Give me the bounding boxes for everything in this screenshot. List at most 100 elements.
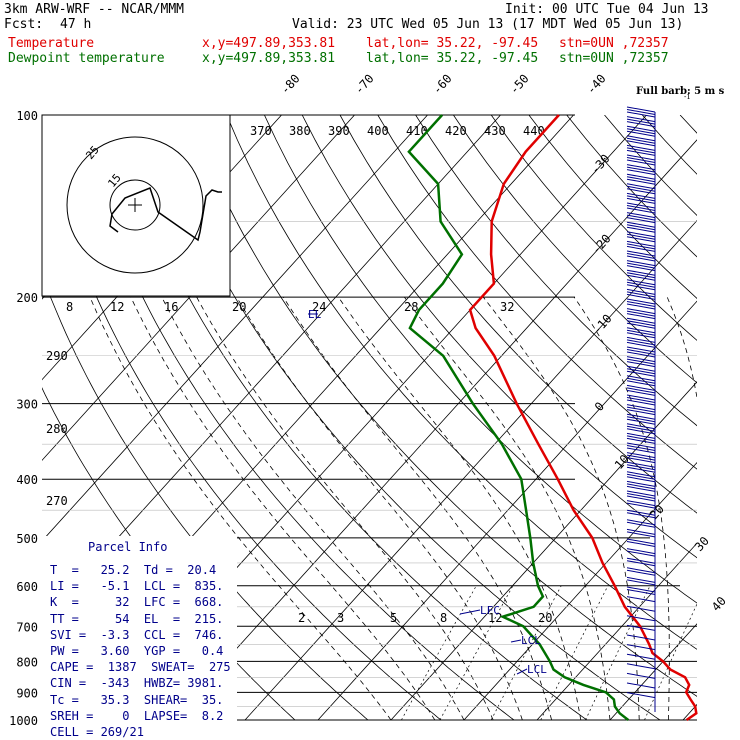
wind-barb-flag bbox=[626, 384, 656, 391]
model-title: 3km ARW-WRF -- NCAR/MMM bbox=[4, 2, 185, 17]
wind-barb-flag bbox=[626, 380, 656, 387]
wind-barb-flag bbox=[626, 672, 656, 679]
pressure-label: 1000 bbox=[9, 714, 38, 728]
profiles: LFC LCL LCL EL bbox=[308, 114, 698, 722]
wind-barb-flag bbox=[626, 394, 656, 401]
barb-legend-exponent: -1 bbox=[684, 93, 691, 101]
wind-barb-flag bbox=[626, 128, 656, 135]
wind-barb-flag bbox=[626, 368, 656, 375]
isotherm-label: -40 bbox=[584, 72, 609, 97]
dry-adiabat-line bbox=[718, 115, 740, 733]
wind-barb-flag bbox=[626, 466, 656, 473]
hodograph-speed-label: 12 bbox=[110, 300, 124, 314]
theta-label-left: 290 bbox=[46, 349, 68, 363]
wind-barb-flag bbox=[626, 370, 656, 377]
mixing-ratio-line bbox=[439, 585, 514, 720]
wind-barb-flag bbox=[626, 495, 656, 502]
wind-barb-flag bbox=[626, 178, 656, 185]
mixing-ratio-line bbox=[401, 585, 477, 720]
wind-barb-flag bbox=[626, 464, 656, 471]
wind-barb-flag bbox=[626, 634, 656, 641]
theta-label: 380 bbox=[289, 124, 311, 138]
pressure-label: 200 bbox=[16, 291, 38, 305]
wind-barb-flag bbox=[626, 217, 656, 224]
wind-barb-flag bbox=[626, 144, 656, 151]
dry-adiabat-line bbox=[339, 115, 697, 514]
mixing-ratio-line bbox=[585, 585, 651, 720]
dry-adiabat-line bbox=[642, 115, 697, 175]
parcel-box-bg bbox=[42, 536, 237, 722]
wind-barb-flag bbox=[626, 519, 656, 526]
wind-barb-flag bbox=[626, 245, 656, 252]
dew-latlon: lat,lon= 35.22, -97.45 bbox=[366, 51, 539, 66]
theta-label: 370 bbox=[250, 124, 272, 138]
dry-adiabat-line bbox=[415, 115, 697, 427]
moist-adiabat-line bbox=[236, 296, 523, 720]
wind-barb-flag bbox=[626, 214, 656, 221]
wind-barb-flag bbox=[626, 605, 656, 612]
parcel-row: CELL = 269/21 bbox=[50, 725, 144, 739]
wind-barb-flag bbox=[626, 224, 656, 231]
level-marker-tick bbox=[459, 609, 481, 615]
wind-barb-flag bbox=[626, 195, 656, 202]
wind-barb-flag bbox=[626, 322, 656, 329]
wind-barb-flag bbox=[626, 332, 656, 339]
wind-barb-flag bbox=[626, 202, 656, 209]
wind-barb-flag bbox=[626, 336, 656, 343]
isotherm-line bbox=[390, 381, 697, 720]
wind-barb-flag bbox=[626, 361, 656, 368]
mixing-ratio-label: 12 bbox=[488, 611, 502, 625]
wind-barb-flag bbox=[626, 262, 656, 269]
wind-barb-flag bbox=[626, 231, 656, 238]
wind-barb-flag bbox=[626, 521, 656, 528]
wind-barb-flag bbox=[626, 183, 656, 190]
wind-barb-flag bbox=[626, 349, 656, 355]
header: 3km ARW-WRF -- NCAR/MMM Init: 00 UTC Tue… bbox=[0, 0, 740, 70]
moist-adiabat-line bbox=[282, 296, 552, 720]
wind-barb-flag bbox=[626, 397, 656, 403]
wind-barb-flag bbox=[626, 416, 656, 423]
isotherm-label: -60 bbox=[430, 72, 455, 97]
parcel-row: CAPE = 1387 SWEAT= 275 bbox=[50, 660, 231, 675]
valid-time: Valid: 23 UTC Wed 05 Jun 13 (17 MDT Wed … bbox=[292, 17, 684, 32]
wind-barb-flag bbox=[626, 166, 656, 173]
wind-barb-flag bbox=[626, 567, 656, 574]
wind-barb-flag bbox=[626, 269, 656, 276]
isotherm-label: 10 bbox=[612, 452, 632, 472]
pressure-label: 700 bbox=[16, 620, 38, 634]
wind-barb-flag bbox=[626, 121, 656, 128]
wind-barb-flag bbox=[626, 135, 656, 142]
wind-barb-flag bbox=[626, 399, 656, 406]
temperature-line bbox=[468, 114, 698, 722]
wind-barb-flag bbox=[626, 320, 656, 327]
theta-label: 420 bbox=[445, 124, 467, 138]
wind-barb-flag bbox=[626, 454, 656, 461]
temp-station: stn=0UN ,72357 bbox=[559, 36, 669, 51]
isotherm-label: -70 bbox=[352, 72, 377, 97]
wind-barb-flag bbox=[626, 644, 656, 651]
wind-barb-flag bbox=[626, 528, 656, 535]
level-marker-label: LCL bbox=[527, 663, 547, 676]
isotherm-label: 30 bbox=[692, 534, 712, 554]
wind-barb-flag bbox=[626, 560, 656, 567]
wind-barb-flag bbox=[626, 116, 656, 123]
wind-barb-flag bbox=[626, 512, 656, 519]
parcel-row: SREH = 0 LAPSE= 8.2 bbox=[50, 708, 224, 723]
dry-adiabat-line bbox=[42, 132, 442, 720]
wind-barb-flag bbox=[626, 281, 656, 288]
wind-barb-flag bbox=[626, 615, 656, 622]
level-marker-label: LFC bbox=[480, 604, 500, 617]
wind-barb-flag bbox=[626, 490, 656, 497]
dry-adiabat-line bbox=[453, 115, 697, 384]
mixing-ratio-label: 2 bbox=[298, 611, 305, 625]
wind-barb-flag bbox=[626, 339, 656, 346]
theta-label: 440 bbox=[523, 124, 545, 138]
wind-barb-flag bbox=[626, 682, 656, 689]
wind-barb-flag bbox=[626, 541, 656, 547]
wind-barb-flag bbox=[626, 301, 656, 307]
wind-barb-flag bbox=[626, 480, 656, 487]
wind-barb-flag bbox=[626, 476, 656, 483]
pressure-label: 900 bbox=[16, 686, 38, 700]
wind-barb-flag bbox=[626, 663, 656, 670]
